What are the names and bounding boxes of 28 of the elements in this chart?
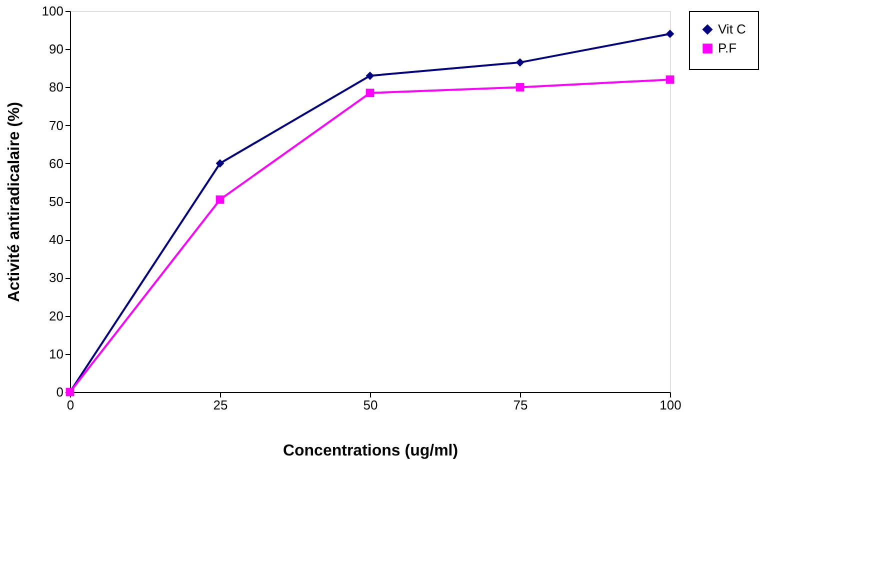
legend-label: Vit C xyxy=(718,22,746,36)
point xyxy=(216,195,224,204)
y-tick-label: 100 xyxy=(42,4,64,18)
y-tick-label: 40 xyxy=(49,232,64,248)
point xyxy=(366,88,374,98)
y-axis-title: Activité antiradicalaire (%) xyxy=(6,102,23,302)
y-tick-label: 60 xyxy=(49,156,64,171)
point xyxy=(366,72,374,80)
point xyxy=(666,75,674,84)
x-tick-label: 50 xyxy=(363,398,378,412)
y-tick-label: 70 xyxy=(49,118,64,133)
point xyxy=(516,83,524,92)
y-tick-label: 0 xyxy=(56,384,64,400)
y-tick-label: 80 xyxy=(49,80,64,95)
point xyxy=(516,58,524,67)
x-tick-label: 0 xyxy=(66,398,74,412)
x-axis-title: Concentrations (ug/ml) xyxy=(282,442,458,460)
legend-label: P.F xyxy=(718,40,737,56)
point xyxy=(666,30,674,38)
y-tick-label: 20 xyxy=(49,308,64,324)
point xyxy=(216,159,224,168)
y-tick-label: 10 xyxy=(49,346,64,362)
x-tick-label: 25 xyxy=(213,398,228,412)
x-tick-label: 75 xyxy=(513,398,528,412)
y-tick-label: 90 xyxy=(49,42,64,57)
y-tick-label: 30 xyxy=(49,270,64,286)
x-tick-label: 100 xyxy=(660,398,682,412)
y-tick-label: 50 xyxy=(49,194,64,209)
